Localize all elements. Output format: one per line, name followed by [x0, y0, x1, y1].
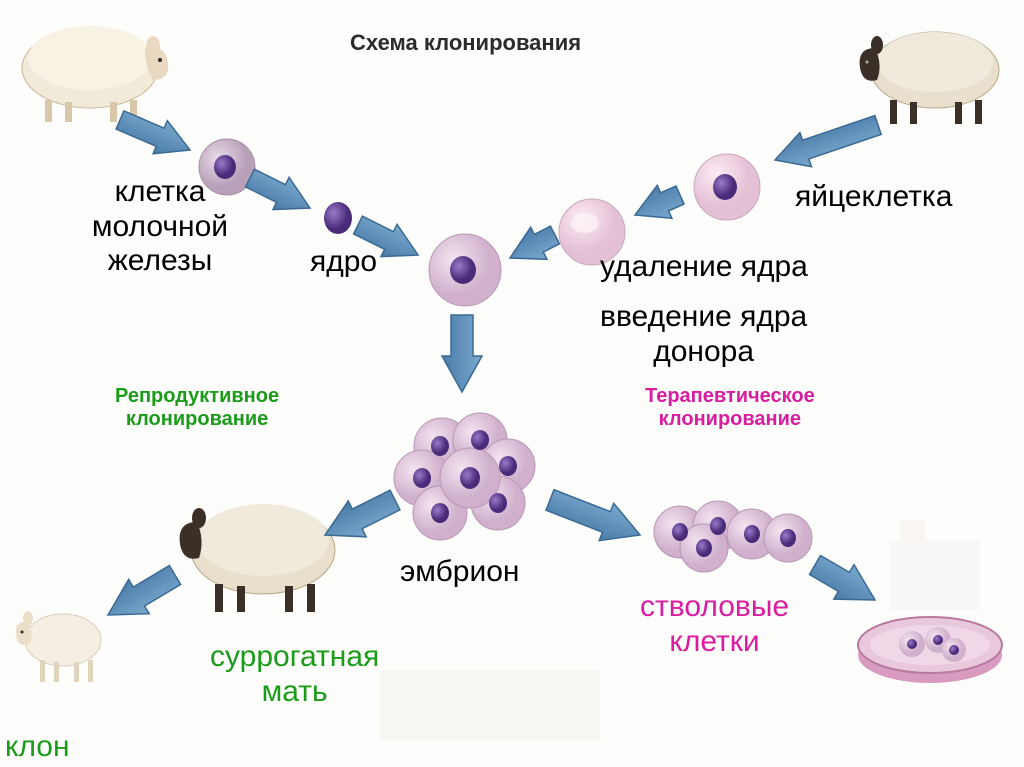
arrows-layer [0, 0, 1024, 767]
